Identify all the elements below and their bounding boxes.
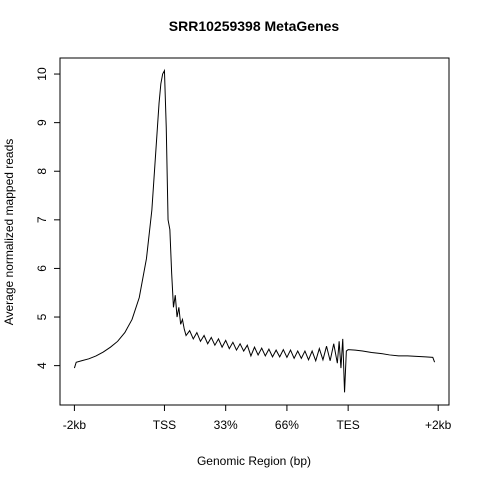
y-tick-label: 9 xyxy=(35,119,49,126)
x-tick-label: +2kb xyxy=(425,418,452,432)
y-tick-label: 8 xyxy=(35,168,49,175)
y-tick-label: 5 xyxy=(35,313,49,320)
y-tick-label: 10 xyxy=(35,67,49,81)
x-tick-label: 66% xyxy=(275,418,299,432)
plot-frame xyxy=(59,57,450,406)
x-tick-label: TSS xyxy=(153,418,176,432)
y-axis-label: Average normalized mapped reads xyxy=(2,139,16,326)
data-line xyxy=(73,68,436,393)
y-tick-label: 4 xyxy=(35,362,49,369)
y-tick-label: 6 xyxy=(35,265,49,272)
x-tick-label: TES xyxy=(336,418,359,432)
x-tick-label: 33% xyxy=(214,418,238,432)
x-axis-label: Genomic Region (bp) xyxy=(197,454,311,468)
chart-title: SRR10259398 MetaGenes xyxy=(169,18,340,34)
y-tick-label: 7 xyxy=(35,216,49,223)
x-tick-label: -2kb xyxy=(63,418,87,432)
